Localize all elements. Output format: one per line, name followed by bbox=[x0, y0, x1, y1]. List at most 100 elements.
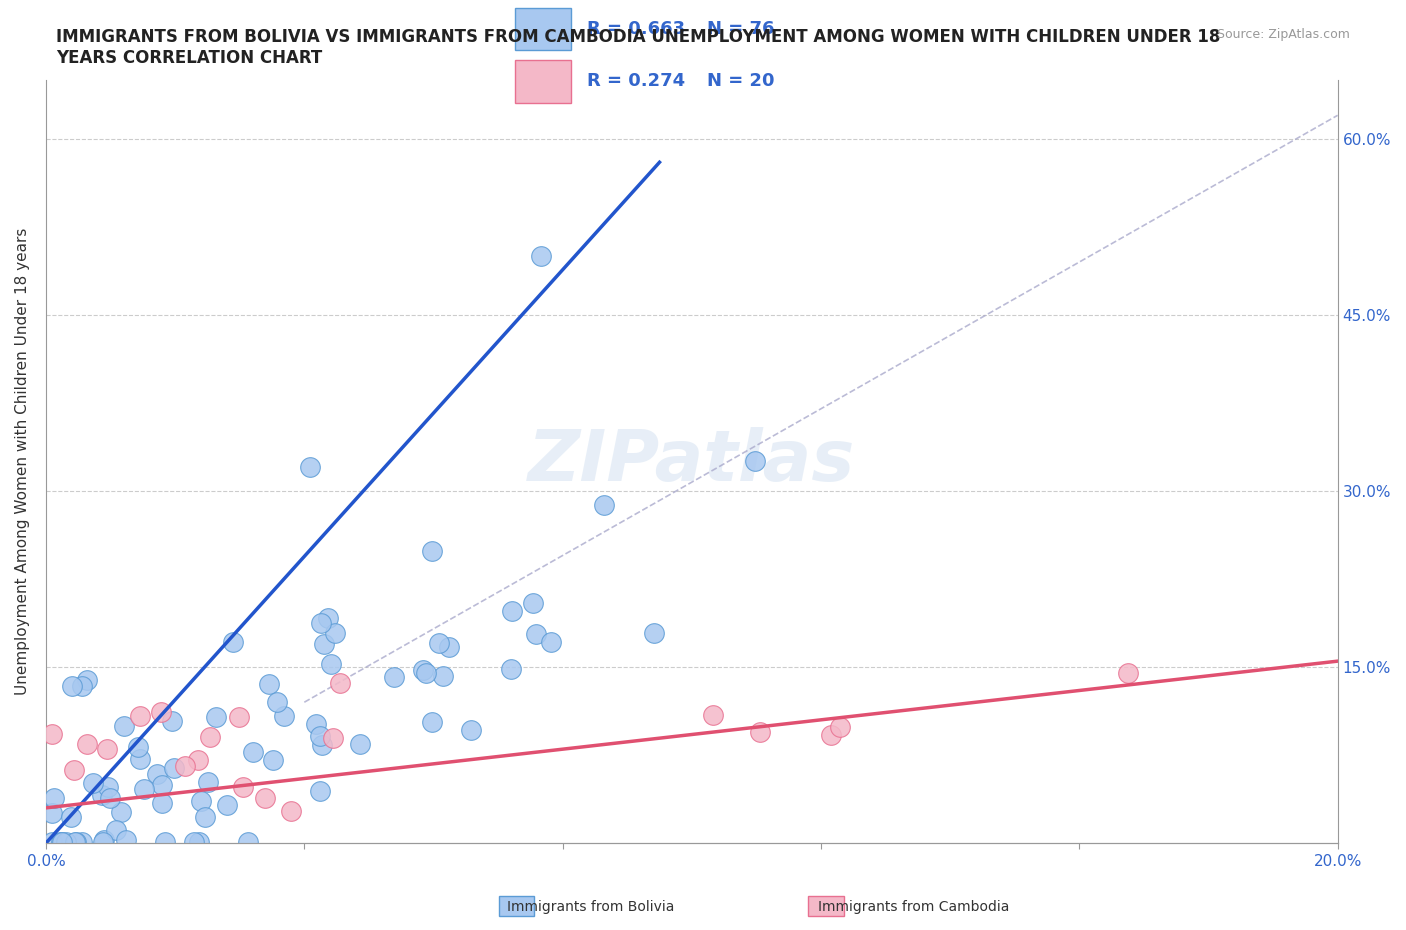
Point bbox=[748, 724, 770, 739]
Point bbox=[183, 834, 205, 849]
Point bbox=[262, 753, 284, 768]
Point bbox=[349, 737, 371, 751]
Point bbox=[55, 834, 77, 849]
Text: Immigrants from Cambodia: Immigrants from Cambodia bbox=[818, 899, 1010, 914]
Point bbox=[460, 723, 482, 737]
Text: IMMIGRANTS FROM BOLIVIA VS IMMIGRANTS FROM CAMBODIA UNEMPLOYMENT AMONG WOMEN WIT: IMMIGRANTS FROM BOLIVIA VS IMMIGRANTS FR… bbox=[56, 28, 1220, 67]
Point bbox=[828, 720, 851, 735]
Point bbox=[643, 626, 665, 641]
Point bbox=[62, 763, 84, 777]
Point bbox=[540, 634, 562, 649]
Point bbox=[524, 627, 547, 642]
Point bbox=[197, 775, 219, 790]
Point bbox=[820, 727, 842, 742]
Point bbox=[41, 805, 63, 820]
Point bbox=[323, 626, 346, 641]
Point bbox=[70, 678, 93, 693]
Point bbox=[104, 822, 127, 837]
FancyBboxPatch shape bbox=[516, 7, 571, 50]
Point bbox=[311, 737, 333, 752]
Point bbox=[41, 834, 63, 849]
Text: Immigrants from Bolivia: Immigrants from Bolivia bbox=[506, 899, 675, 914]
Point bbox=[439, 640, 461, 655]
Point bbox=[204, 710, 226, 724]
Point bbox=[432, 669, 454, 684]
Point bbox=[1118, 665, 1140, 680]
FancyBboxPatch shape bbox=[516, 60, 571, 102]
Point bbox=[146, 766, 169, 781]
Point bbox=[427, 635, 450, 650]
Point bbox=[51, 834, 73, 849]
Point bbox=[62, 679, 84, 694]
Text: R = 0.663: R = 0.663 bbox=[586, 20, 685, 38]
Point bbox=[228, 710, 250, 724]
Point bbox=[422, 543, 444, 558]
Point bbox=[530, 248, 553, 263]
Point bbox=[238, 834, 260, 849]
Point bbox=[273, 709, 295, 724]
Point bbox=[190, 793, 212, 808]
Point bbox=[173, 758, 195, 773]
Point bbox=[382, 670, 405, 684]
Point bbox=[127, 740, 149, 755]
Point bbox=[41, 726, 63, 741]
Point bbox=[501, 604, 523, 618]
Point bbox=[242, 745, 264, 760]
Point bbox=[194, 810, 217, 825]
Text: N = 20: N = 20 bbox=[707, 73, 775, 90]
Point bbox=[115, 832, 138, 847]
Point bbox=[134, 781, 156, 796]
Point bbox=[129, 751, 152, 766]
Point bbox=[593, 497, 616, 512]
Point bbox=[322, 730, 344, 745]
Point bbox=[188, 834, 211, 849]
Point bbox=[82, 776, 104, 790]
Y-axis label: Unemployment Among Women with Children Under 18 years: Unemployment Among Women with Children U… bbox=[15, 228, 30, 696]
Point bbox=[215, 798, 238, 813]
Point bbox=[198, 729, 221, 744]
Point bbox=[97, 780, 120, 795]
Point bbox=[98, 790, 121, 805]
Point bbox=[112, 719, 135, 734]
Point bbox=[153, 834, 176, 849]
Point bbox=[232, 780, 254, 795]
Point bbox=[319, 657, 342, 671]
Point bbox=[221, 634, 243, 649]
Point bbox=[51, 834, 73, 849]
Point bbox=[305, 717, 328, 732]
Point bbox=[63, 834, 86, 849]
Point bbox=[309, 616, 332, 631]
Point bbox=[163, 760, 186, 775]
Point bbox=[702, 707, 724, 722]
Point bbox=[91, 834, 114, 849]
Point bbox=[76, 737, 98, 751]
Point bbox=[312, 637, 335, 652]
Point bbox=[415, 666, 437, 681]
Point bbox=[129, 709, 152, 724]
Point bbox=[280, 804, 302, 818]
Point bbox=[96, 741, 118, 756]
Point bbox=[266, 695, 288, 710]
Point bbox=[42, 790, 65, 805]
Point bbox=[49, 834, 72, 849]
Point bbox=[162, 713, 184, 728]
Point bbox=[76, 672, 98, 687]
Text: R = 0.274: R = 0.274 bbox=[586, 73, 685, 90]
Point bbox=[59, 810, 82, 825]
Point bbox=[422, 714, 444, 729]
Point bbox=[187, 752, 209, 767]
Point bbox=[253, 790, 276, 805]
Text: ZIPatlas: ZIPatlas bbox=[529, 427, 855, 496]
Point bbox=[318, 610, 340, 625]
Point bbox=[257, 676, 280, 691]
Point bbox=[744, 454, 766, 469]
Text: N = 76: N = 76 bbox=[707, 20, 775, 38]
Point bbox=[299, 460, 322, 475]
Point bbox=[522, 596, 544, 611]
Point bbox=[150, 777, 173, 792]
Point bbox=[412, 663, 434, 678]
Point bbox=[150, 796, 173, 811]
Point bbox=[93, 833, 115, 848]
Point bbox=[308, 728, 330, 743]
Text: Source: ZipAtlas.com: Source: ZipAtlas.com bbox=[1216, 28, 1350, 41]
